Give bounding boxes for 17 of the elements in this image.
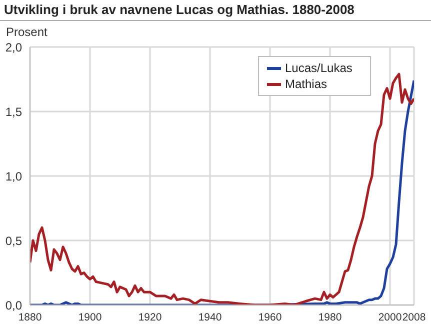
x-tick-label: 1980	[318, 311, 342, 324]
x-tick-label: 2008	[402, 311, 426, 324]
x-tick-label: 1960	[258, 311, 282, 324]
y-tick-label: 0,5	[5, 234, 22, 248]
y-axis-title: Prosent	[6, 25, 48, 39]
x-tick-label: 2000	[378, 311, 402, 324]
legend-label: Lucas/Lukas	[285, 60, 352, 76]
y-tick-label: 1,5	[5, 104, 22, 119]
x-tick-label: 1880	[18, 311, 42, 324]
y-tick-label: 1,0	[5, 169, 22, 184]
legend-label: Mathias	[285, 76, 328, 92]
x-tick-label: 1920	[138, 311, 162, 324]
chart-title: Utvikling i bruk av navnene Lucas og Mathias. 1880-2008	[4, 2, 354, 17]
y-tick-label: 0,0	[5, 298, 22, 312]
x-tick-label: 1900	[78, 311, 102, 324]
y-tick-label: 2,0	[5, 40, 22, 54]
x-tick-label: 1940	[198, 311, 222, 324]
